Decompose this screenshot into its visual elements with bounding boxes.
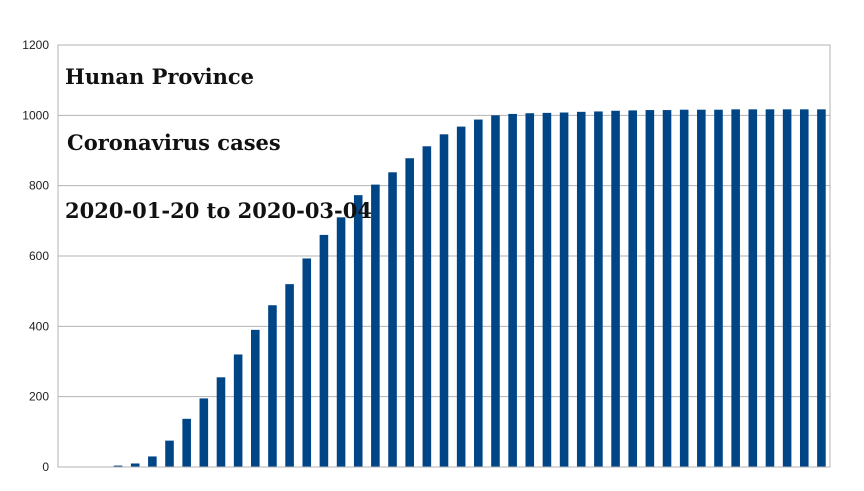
bar-2020-03-03 <box>799 109 809 467</box>
bar-2020-02-03 <box>302 258 312 467</box>
y-tick-label-0: 0 <box>42 460 49 474</box>
bars <box>79 109 826 468</box>
bar-2020-02-04 <box>319 234 329 467</box>
y-axis-tick-labels: 0 200 400 600 800 1000 1200 <box>22 38 49 474</box>
chart-subtitle: Coronavirus cases <box>67 130 281 155</box>
chart-date-range: 2020-01-20 to 2020-03-04 <box>65 198 372 223</box>
bar-2020-02-09 <box>405 158 414 468</box>
bar-2020-02-28 <box>731 109 740 467</box>
bar-2020-01-29 <box>216 377 226 467</box>
bar-2020-03-01 <box>765 109 775 467</box>
y-tick-label-800: 800 <box>29 179 49 193</box>
bar-2020-01-26 <box>165 440 174 468</box>
bar-2020-02-26 <box>697 109 706 468</box>
bar-2020-02-11 <box>439 134 449 467</box>
bar-2020-02-25 <box>679 109 689 468</box>
bar-2020-02-19 <box>576 111 586 467</box>
bar-2020-02-06 <box>353 195 363 467</box>
bar-2020-01-31 <box>251 329 260 467</box>
bar-2020-01-25 <box>148 456 157 467</box>
bar-2020-02-13 <box>474 119 483 468</box>
bar-2020-02-14 <box>491 115 500 467</box>
y-tick-label-200: 200 <box>29 390 49 404</box>
bar-2020-02-27 <box>714 109 723 468</box>
bar-2020-02-12 <box>456 126 466 467</box>
bar-2020-03-02 <box>782 109 792 467</box>
bar-2020-01-23 <box>113 465 123 467</box>
bar-2020-02-02 <box>285 284 294 467</box>
y-tick-label-600: 600 <box>29 249 49 263</box>
bar-2020-02-29 <box>748 109 758 467</box>
bar-2020-02-20 <box>594 111 603 468</box>
bar-2020-01-28 <box>199 398 209 467</box>
bar-2020-01-27 <box>182 418 191 467</box>
chart-title: Hunan Province <box>65 64 254 89</box>
bar-2020-02-16 <box>525 113 535 467</box>
bar-2020-02-18 <box>559 112 569 468</box>
bar-2020-01-30 <box>233 354 243 467</box>
plot-frame <box>57 44 831 468</box>
bar-2020-02-10 <box>422 146 432 467</box>
bar-2020-02-07 <box>371 184 380 468</box>
bar-2020-01-24 <box>130 463 140 467</box>
bar-2020-02-08 <box>388 172 397 468</box>
bar-2020-02-23 <box>645 110 655 467</box>
bar-2020-03-04 <box>817 109 826 467</box>
bar-2020-02-21 <box>611 110 620 467</box>
bar-2020-02-05 <box>336 217 346 467</box>
bar-2020-02-17 <box>542 112 552 468</box>
y-tick-label-400: 400 <box>29 319 49 333</box>
y-tick-label-1000: 1000 <box>22 108 49 122</box>
bar-2020-02-01 <box>268 305 277 467</box>
bar-2020-02-15 <box>508 113 517 468</box>
bar-2020-02-22 <box>628 110 637 467</box>
bar-2020-02-24 <box>662 110 672 467</box>
y-tick-label-1200: 1200 <box>22 38 49 52</box>
